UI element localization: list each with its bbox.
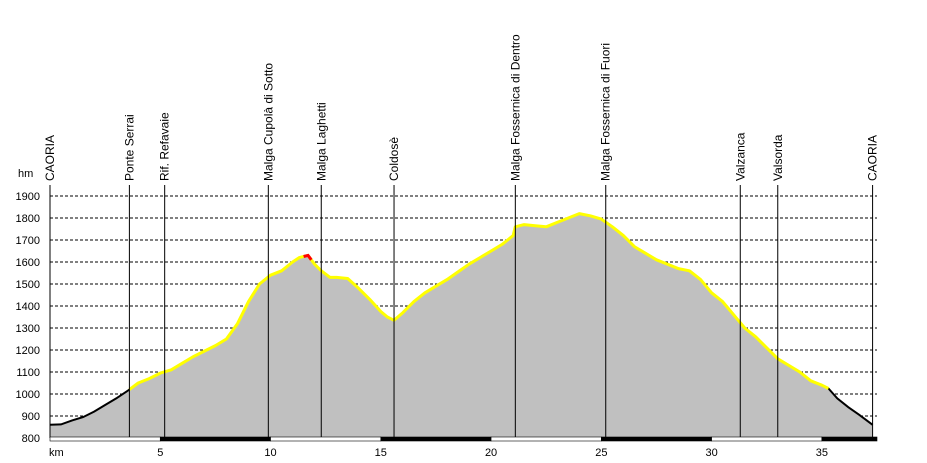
x-axis-segment-7 xyxy=(821,436,878,442)
summit-mark xyxy=(303,253,313,261)
y-tick-11: 1900 xyxy=(16,191,40,203)
y-tick-1: 900 xyxy=(22,411,40,423)
x-tick-3: 20 xyxy=(485,447,497,459)
axes xyxy=(49,196,878,442)
y-tick-0: 800 xyxy=(22,433,40,445)
waypoint-label-4: Malga Laghetti xyxy=(314,102,328,181)
x-axis-segment-5 xyxy=(601,436,712,442)
x-tick-2: 15 xyxy=(375,447,387,459)
x-tick-4: 25 xyxy=(595,447,607,459)
x-axis-segment-1 xyxy=(159,436,271,442)
x-axis-segment-6 xyxy=(711,436,823,442)
x-axis-segment-3 xyxy=(380,436,492,442)
waypoint-label-3: Malga Cupolà di Sotto xyxy=(261,63,275,181)
waypoint-label-6: Malga Fossernica di Dentro xyxy=(508,34,522,181)
y-axis-unit-label: hm xyxy=(18,168,33,180)
profile-area xyxy=(49,212,874,438)
x-tick-1: 10 xyxy=(264,447,276,459)
profile-fill xyxy=(50,213,873,438)
y-tick-9: 1700 xyxy=(16,235,40,247)
y-tick-3: 1100 xyxy=(16,367,40,379)
x-axis-unit-label: km xyxy=(49,447,64,459)
x-tick-6: 35 xyxy=(816,447,828,459)
x-tick-5: 30 xyxy=(705,447,717,459)
x-axis-segment-4 xyxy=(490,436,602,442)
y-tick-labels: 800 900 1000 1100 1200 1300 1400 1500 1600 1700 18… xyxy=(16,191,40,445)
x-axis-segment-2 xyxy=(270,436,382,442)
x-axis-segment-0 xyxy=(49,436,161,442)
y-tick-4: 1200 xyxy=(16,345,40,357)
x-tick-0: 5 xyxy=(157,447,163,459)
waypoint-lines xyxy=(49,185,874,438)
waypoint-label-1: Ponte Serrai xyxy=(122,114,136,181)
waypoint-label-8: Valzanca xyxy=(733,132,747,181)
y-tick-10: 1800 xyxy=(16,213,40,225)
x-tick-labels: 5 10 15 20 25 30 35 xyxy=(157,447,828,459)
y-tick-2: 1000 xyxy=(16,389,40,401)
y-tick-6: 1400 xyxy=(16,301,40,313)
y-tick-8: 1600 xyxy=(16,257,40,269)
profile-highlight-line xyxy=(128,212,830,391)
waypoint-label-0: CAORIA xyxy=(43,135,57,181)
waypoint-label-2: Rif. Refavaie xyxy=(158,112,172,181)
y-tick-5: 1300 xyxy=(16,323,40,335)
waypoint-label-10: CAORIA xyxy=(866,135,880,181)
y-tick-7: 1500 xyxy=(16,279,40,291)
waypoint-label-9: Valsorda xyxy=(771,134,785,181)
waypoint-label-5: Coldosè xyxy=(387,137,401,181)
waypoint-label-7: Malga Fossernica di Fuori xyxy=(599,43,613,181)
waypoint-labels: CAORIA Ponte Serrai Rif. Refavaie Malga Cup… xyxy=(43,34,880,181)
